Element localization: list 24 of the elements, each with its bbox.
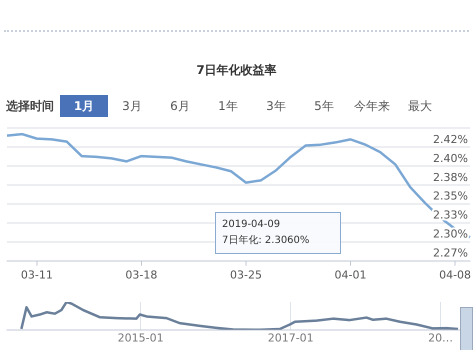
x-tick-label: 20… — [428, 331, 454, 344]
x-tick-label: 03-18 — [125, 268, 158, 282]
y-tick-label: 2.27% — [433, 246, 468, 260]
text: 3年 — [265, 98, 287, 115]
x-tick-label: 04-01 — [334, 268, 366, 282]
y-tick-label: 2.35% — [433, 190, 468, 203]
x-tick-label: 2017-01 — [268, 331, 314, 344]
tooltip: 2019-04-09 7日年化: 2.3060% — [215, 212, 341, 254]
text: 1月 — [60, 95, 108, 117]
text: 1年 — [217, 98, 239, 115]
text: 今年来 — [353, 98, 391, 115]
text: 最大 — [407, 98, 433, 115]
text: 5年 — [313, 98, 335, 115]
x-tick-label: 04-08 — [439, 268, 472, 282]
y-tick-label: 2.38% — [433, 170, 468, 184]
text: 3月 — [121, 98, 143, 115]
y-tick-label: 2.42% — [433, 132, 468, 146]
x-tick-label: 03-25 — [230, 268, 262, 282]
x-tick-label: 2015-01 — [118, 331, 164, 344]
x-tick-label: 03-11 — [20, 268, 53, 282]
text: 6月 — [169, 98, 191, 115]
chart-title: 7日年化收益率 — [195, 62, 278, 79]
text: 选择时间 — [6, 98, 54, 114]
y-tick-label: 2.40% — [433, 152, 468, 165]
